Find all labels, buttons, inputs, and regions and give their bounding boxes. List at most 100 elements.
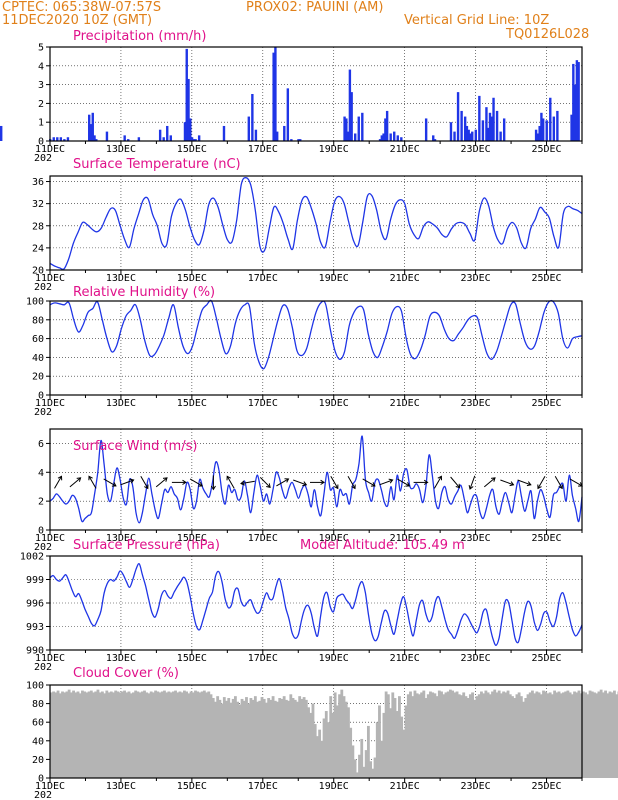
cloud-bar <box>499 693 503 778</box>
y-tick-label: 100 <box>26 681 44 692</box>
wind-arrow-head <box>437 475 442 481</box>
x-tick-label: 13DEC <box>106 273 136 284</box>
series-line <box>49 435 583 524</box>
precip-bar <box>378 139 382 141</box>
cloud-bar <box>89 690 93 778</box>
cloud-bar <box>464 696 468 778</box>
wind-arrow <box>226 475 235 489</box>
cloud-bar <box>98 692 102 778</box>
series-line <box>49 563 583 646</box>
cloud-bar <box>140 691 144 778</box>
panel-subtitle: Model Altitude: 105.49 m <box>300 538 465 553</box>
cloud-bar <box>112 692 115 778</box>
cloud-bar <box>570 694 574 778</box>
precip-bar <box>272 52 275 141</box>
cloud-bar <box>291 698 295 778</box>
wind-arrow-head <box>333 484 339 490</box>
x-tick-label: 23DEC <box>461 398 491 409</box>
cloud-bar <box>475 696 479 778</box>
precip-bar <box>297 139 300 141</box>
cloud-bar <box>389 708 392 778</box>
cloud-bar <box>451 690 455 778</box>
wind-arrow <box>155 477 168 488</box>
cloud-bar <box>539 694 543 778</box>
precip-bar <box>545 120 548 141</box>
wind-arrow <box>54 475 63 489</box>
y-tick-label: 4 <box>38 468 44 479</box>
wind-arrow <box>379 478 394 486</box>
precip-bar <box>89 124 93 141</box>
y-tick-label: 36 <box>32 177 44 188</box>
x-tick-label: 23DEC <box>461 144 491 155</box>
precip-bar <box>463 116 467 141</box>
panel-frame <box>49 684 583 779</box>
precip-bar <box>345 118 348 141</box>
x-tick-label: 15DEC <box>177 533 207 544</box>
wind-arrow <box>397 478 411 487</box>
cloud-bar <box>309 712 313 778</box>
cloud-bar <box>502 691 506 778</box>
wind-arrow-head <box>558 484 563 490</box>
precip-bar <box>424 118 428 141</box>
cloud-bar <box>178 691 182 778</box>
wind-arrow-shaft <box>469 475 476 490</box>
cloud-bar <box>289 694 293 778</box>
header-station-coords: CPTEC: 065:38W-07:57S <box>2 0 161 15</box>
cloud-bar <box>562 692 565 778</box>
cloud-bar <box>340 689 344 778</box>
cloud-bar <box>604 690 607 778</box>
cloud-bar <box>446 691 450 778</box>
precip-bar <box>192 139 196 141</box>
panel-frame <box>49 46 583 142</box>
precip-bar <box>453 131 456 141</box>
x-tick-label: 15DEC <box>177 653 207 664</box>
panel-title: Relative Humidity (%) <box>73 285 215 300</box>
y-tick-label: 2 <box>38 99 44 110</box>
x-year-fragment: 202 <box>34 542 52 553</box>
wind-arrow <box>276 478 290 487</box>
wind-arrow-shaft <box>517 479 531 486</box>
cloud-bar <box>550 694 554 778</box>
panel-6: 0 20 40 60 80 100 11DEC 13DEC 15DEC 17DEC 19DEC 21D… <box>26 666 618 800</box>
wind-arrow-shaft <box>155 477 168 488</box>
cloud-bar <box>384 691 388 778</box>
cloud-bar <box>497 690 501 778</box>
cloud-bar <box>78 693 82 778</box>
x-tick-label: 21DEC <box>390 144 420 155</box>
wind-arrow <box>259 477 271 488</box>
precip-bar <box>577 62 580 141</box>
precip-bar <box>274 47 277 141</box>
x-tick-label: 21DEC <box>390 273 420 284</box>
cloud-bar <box>577 690 581 778</box>
y-tick-label: 80 <box>32 699 44 710</box>
cloud-bar <box>442 694 446 778</box>
cloud-bar <box>613 690 616 778</box>
x-year-fragment: 202 <box>34 153 52 164</box>
cloud-bar <box>147 693 151 778</box>
cloud-bar <box>316 736 319 778</box>
cloud-bar <box>519 696 523 778</box>
precip-bar <box>56 137 59 141</box>
cloud-bar <box>409 691 412 778</box>
precip-bar <box>222 125 226 141</box>
cloud-bar <box>597 691 601 778</box>
wind-arrow-head <box>302 481 308 487</box>
x-tick-label: 23DEC <box>461 533 491 544</box>
series-line <box>49 299 583 370</box>
wind-arrow <box>88 475 97 489</box>
wind-arrow <box>69 477 82 488</box>
x-year-fragment: 202 <box>34 662 52 673</box>
wind-arrow-head <box>226 475 231 481</box>
panel-3: 0 20 40 60 80 100 11DEC 13DEC 15DEC 17DEC 19DEC 21D… <box>26 285 583 418</box>
x-tick-label: 25DEC <box>531 144 561 155</box>
cloud-bar <box>81 690 84 778</box>
x-tick-label: 11DEC <box>35 144 65 155</box>
precip-bar <box>492 97 495 141</box>
cloud-bar <box>154 690 157 778</box>
cloud-bar <box>118 692 122 778</box>
cloud-bar <box>431 692 435 778</box>
wind-arrow-head <box>88 475 93 481</box>
cloud-bar <box>320 740 324 778</box>
cloud-bar <box>167 691 171 778</box>
cloud-bar <box>207 691 211 778</box>
